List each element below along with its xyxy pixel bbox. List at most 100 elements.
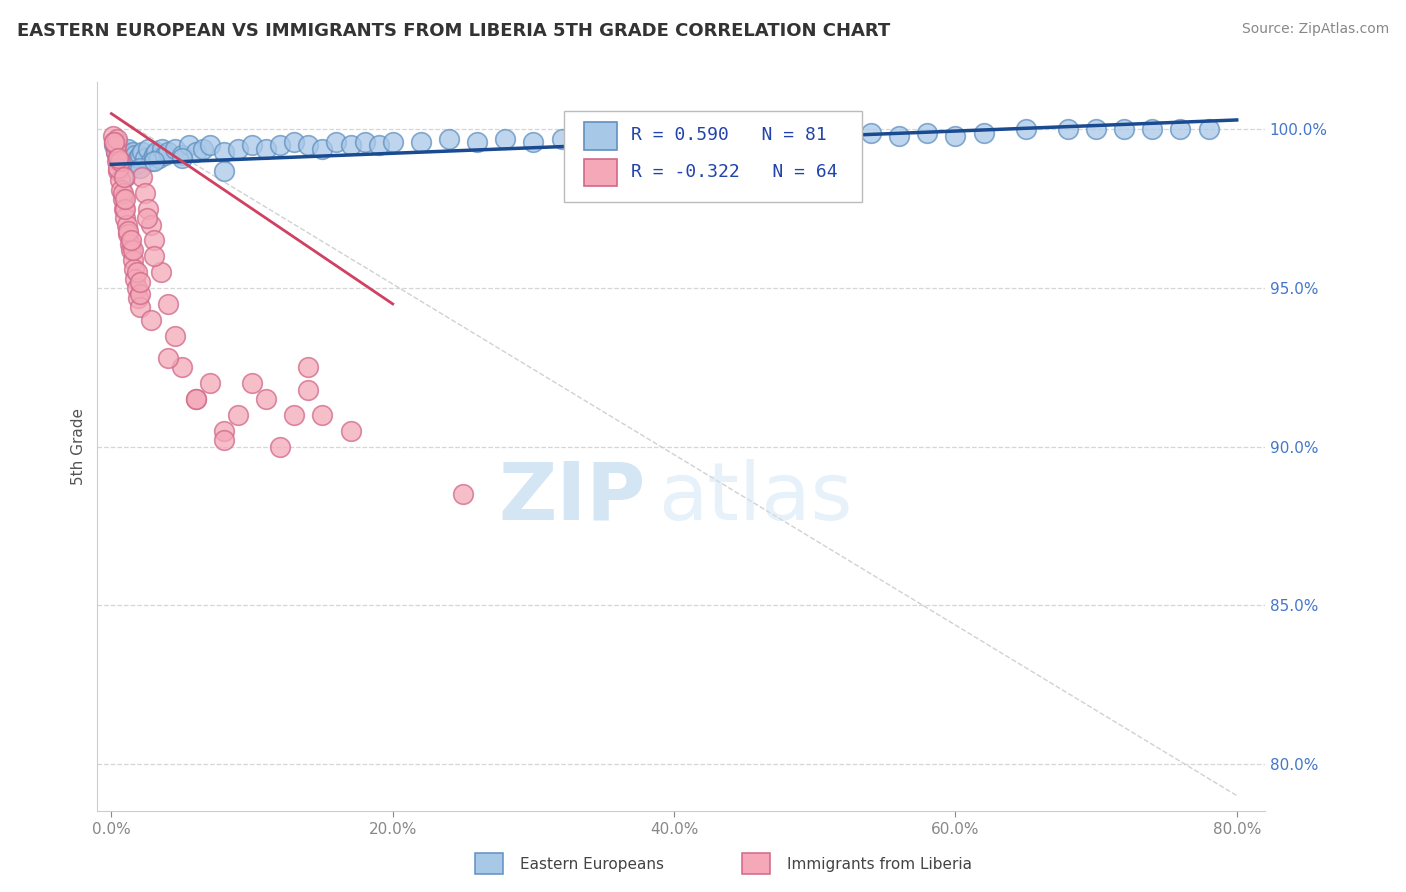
Point bbox=[163, 141, 186, 155]
Point bbox=[120, 234, 142, 248]
Point bbox=[690, 132, 713, 146]
Point bbox=[973, 126, 995, 140]
Point bbox=[142, 154, 165, 169]
Point bbox=[105, 132, 128, 146]
Point bbox=[153, 148, 176, 162]
Point bbox=[136, 141, 159, 155]
Point bbox=[107, 148, 129, 162]
Text: R = 0.590   N = 81: R = 0.590 N = 81 bbox=[631, 126, 827, 145]
Point bbox=[112, 151, 135, 165]
Point bbox=[177, 138, 200, 153]
Point bbox=[128, 300, 150, 314]
Point bbox=[114, 145, 136, 159]
Point bbox=[1057, 122, 1080, 136]
Point bbox=[859, 126, 882, 140]
Point bbox=[163, 328, 186, 343]
Point bbox=[170, 151, 193, 165]
Point bbox=[128, 148, 150, 162]
Point bbox=[198, 138, 221, 153]
Point bbox=[104, 138, 127, 153]
Point bbox=[150, 141, 173, 155]
Point bbox=[114, 211, 136, 226]
Point bbox=[170, 148, 193, 162]
Point bbox=[149, 265, 172, 279]
Point bbox=[283, 135, 305, 149]
Point bbox=[118, 151, 141, 165]
Point bbox=[121, 243, 143, 257]
Point bbox=[184, 145, 207, 159]
Point bbox=[104, 145, 127, 159]
Point bbox=[111, 148, 134, 162]
Point bbox=[112, 202, 135, 216]
Point bbox=[212, 145, 235, 159]
Point bbox=[101, 128, 124, 143]
Point bbox=[494, 132, 516, 146]
Point bbox=[1170, 122, 1192, 136]
Point bbox=[107, 161, 129, 175]
Point bbox=[128, 161, 150, 175]
Point bbox=[122, 154, 145, 169]
Point bbox=[118, 236, 141, 251]
Point bbox=[269, 138, 291, 153]
FancyBboxPatch shape bbox=[585, 159, 617, 186]
Point bbox=[142, 249, 165, 263]
Point bbox=[311, 408, 333, 422]
Point bbox=[110, 183, 132, 197]
Point bbox=[339, 424, 361, 438]
Point bbox=[1198, 122, 1220, 136]
Point bbox=[117, 224, 139, 238]
Text: EASTERN EUROPEAN VS IMMIGRANTS FROM LIBERIA 5TH GRADE CORRELATION CHART: EASTERN EUROPEAN VS IMMIGRANTS FROM LIBE… bbox=[17, 22, 890, 40]
Point bbox=[191, 141, 214, 155]
Point bbox=[148, 151, 170, 165]
Point bbox=[117, 227, 139, 242]
Y-axis label: 5th Grade: 5th Grade bbox=[72, 409, 86, 485]
Point bbox=[254, 141, 277, 155]
Point bbox=[1085, 122, 1108, 136]
Point bbox=[105, 154, 128, 169]
Point bbox=[114, 192, 136, 206]
Point bbox=[269, 440, 291, 454]
Point bbox=[110, 154, 132, 169]
Point bbox=[134, 151, 156, 165]
Point bbox=[124, 271, 146, 285]
Point bbox=[198, 376, 221, 391]
Point bbox=[134, 186, 156, 200]
Point bbox=[662, 128, 685, 143]
Point bbox=[578, 135, 600, 149]
Point bbox=[125, 265, 148, 279]
Point bbox=[139, 313, 162, 327]
Point bbox=[108, 141, 131, 155]
Point bbox=[522, 135, 544, 149]
Point bbox=[128, 275, 150, 289]
FancyBboxPatch shape bbox=[564, 112, 862, 202]
Point bbox=[115, 218, 138, 232]
Point bbox=[1114, 122, 1136, 136]
Point bbox=[145, 145, 167, 159]
Point bbox=[103, 135, 125, 149]
Point bbox=[325, 135, 347, 149]
Point bbox=[121, 145, 143, 159]
Point bbox=[1142, 122, 1164, 136]
Point bbox=[103, 135, 125, 149]
Text: Source: ZipAtlas.com: Source: ZipAtlas.com bbox=[1241, 22, 1389, 37]
Point bbox=[114, 169, 136, 184]
FancyBboxPatch shape bbox=[585, 122, 617, 150]
Point bbox=[718, 128, 741, 143]
Point bbox=[775, 128, 797, 143]
Point bbox=[120, 243, 142, 257]
Point bbox=[226, 408, 249, 422]
Point bbox=[112, 169, 135, 184]
Text: ZIP: ZIP bbox=[499, 458, 647, 537]
Point bbox=[156, 351, 179, 365]
Point bbox=[117, 141, 139, 155]
Point bbox=[139, 154, 162, 169]
Point bbox=[917, 126, 939, 140]
Point bbox=[120, 148, 142, 162]
Point bbox=[634, 132, 657, 146]
Point bbox=[124, 148, 146, 162]
Point bbox=[606, 132, 628, 146]
Point bbox=[115, 154, 138, 169]
Text: Immigrants from Liberia: Immigrants from Liberia bbox=[787, 857, 973, 872]
Point bbox=[135, 211, 157, 226]
Point bbox=[353, 135, 375, 149]
